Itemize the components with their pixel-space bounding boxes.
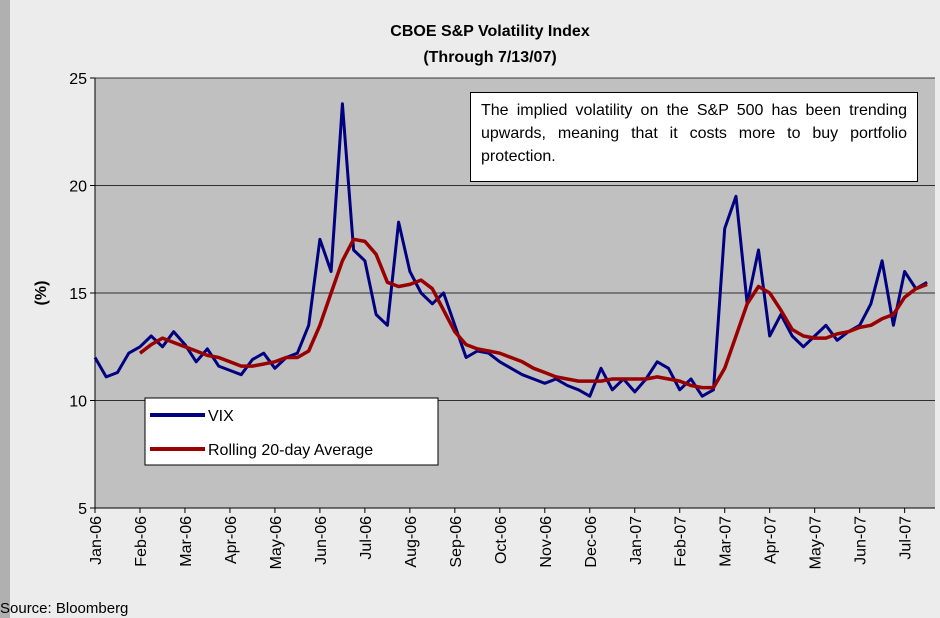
- y-tick-label: 10: [69, 394, 87, 411]
- x-tick-label: Apr-07: [763, 516, 780, 564]
- x-tick-label: Mar-06: [178, 516, 195, 567]
- x-tick-label: Aug-06: [403, 516, 420, 568]
- x-tick-label: Jun-07: [853, 516, 870, 565]
- x-tick-label: Jan-06: [88, 516, 105, 565]
- y-tick-label: 5: [78, 501, 87, 518]
- x-tick-label: Mar-07: [718, 516, 735, 567]
- legend-box: [144, 397, 439, 466]
- chart-subtitle: (Through 7/13/07): [423, 49, 556, 66]
- series-line: [93, 102, 928, 398]
- x-tick-label: May-07: [808, 516, 825, 569]
- x-tick-label: Apr-06: [223, 516, 240, 564]
- x-tick-label: Feb-06: [133, 516, 150, 567]
- y-tick-label: 15: [69, 286, 87, 303]
- left-strip: [0, 0, 10, 618]
- y-tick-label: 20: [69, 179, 87, 196]
- series-line: [138, 237, 928, 390]
- x-tick-label: May-06: [268, 516, 285, 569]
- x-tick-label: Oct-06: [493, 516, 510, 564]
- chart-title: CBOE S&P Volatility Index: [390, 23, 590, 40]
- x-tick-label: Sep-06: [448, 516, 465, 568]
- x-tick-label: Jul-07: [898, 516, 915, 560]
- x-tick-label: Jan-07: [628, 516, 645, 565]
- y-axis-label: (%): [33, 281, 50, 306]
- legend-label: VIX: [208, 408, 234, 425]
- legend-label: Rolling 20-day Average: [208, 442, 373, 459]
- x-tick-label: Nov-06: [538, 516, 555, 568]
- y-tick-label: 25: [69, 71, 87, 88]
- x-tick-label: Jul-06: [358, 516, 375, 560]
- x-tick-label: Feb-07: [673, 516, 690, 567]
- source: Source: Bloomberg: [0, 600, 129, 617]
- annotation: The implied volatility on the S&P 500 ha…: [470, 92, 918, 182]
- x-tick-label: Dec-06: [583, 516, 600, 568]
- x-tick-label: Jun-06: [313, 516, 330, 565]
